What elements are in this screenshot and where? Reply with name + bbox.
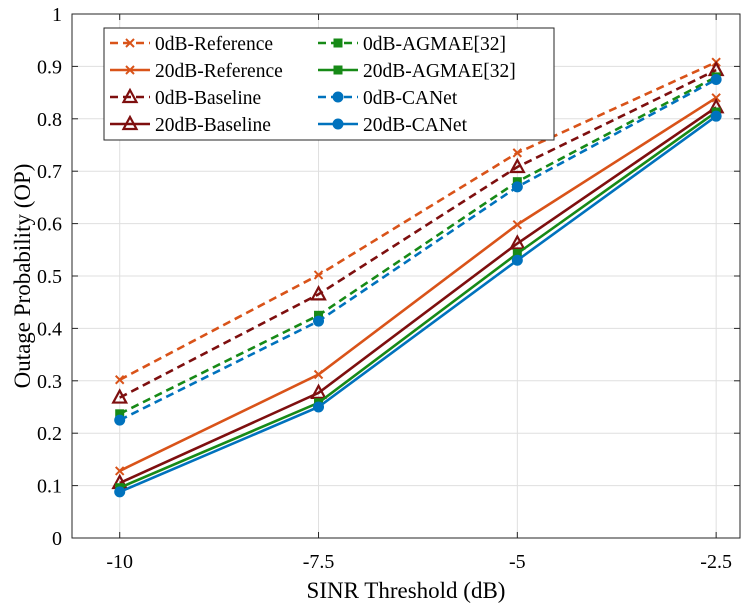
triangle-marker (310, 285, 327, 301)
x-marker (512, 148, 523, 158)
legend-label: 20dB-CANet (363, 115, 468, 136)
x-marker (125, 65, 135, 75)
circle-marker (511, 254, 523, 266)
x-marker-stroke (115, 375, 125, 385)
legend-label: 20dB-Baseline (155, 115, 271, 136)
y-tick-label: 0.9 (37, 56, 62, 78)
legend-item: 0dB-CANet (318, 88, 458, 109)
y-tick-label: 0.2 (37, 423, 62, 445)
legend-item: 20dB-CANet (318, 115, 468, 136)
legend-item: 20dB-Reference (110, 61, 283, 82)
circle-marker (332, 118, 344, 130)
y-tick-label: 0.1 (37, 476, 62, 498)
x-marker-stroke (125, 65, 135, 75)
x-marker-stroke (313, 270, 324, 280)
series-line (119, 115, 717, 494)
x-marker (512, 219, 523, 230)
y-tick-label: 0.4 (37, 318, 62, 340)
plot-series (111, 57, 725, 498)
triangle-marker (310, 383, 327, 399)
x-marker-stroke (115, 466, 125, 476)
x-marker (125, 38, 135, 48)
legend-label: 0dB-AGMAE[32] (363, 34, 506, 55)
triangle-marker (111, 388, 129, 404)
series (115, 93, 721, 476)
series-line (119, 61, 717, 381)
square-marker (333, 38, 343, 48)
triangle-marker (121, 114, 139, 131)
series-line (119, 78, 717, 422)
legend-item: 0dB-Reference (110, 34, 273, 55)
y-tick-label: 0.8 (37, 109, 62, 131)
legend-label: 20dB-Reference (155, 61, 283, 82)
y-tick-label: 1 (52, 4, 62, 26)
x-axis-title: SINR Threshold (dB) (307, 578, 506, 603)
x-marker (313, 369, 324, 380)
legend-label: 0dB-Reference (155, 34, 273, 55)
y-tick-label: 0.3 (37, 371, 62, 393)
series-line (119, 68, 717, 399)
y-tick-label: 0.6 (37, 214, 62, 236)
x-marker (711, 93, 721, 103)
x-marker (115, 375, 125, 385)
circle-marker (313, 401, 325, 413)
legend-item: 20dB-Baseline (110, 114, 271, 136)
x-marker-stroke (512, 219, 523, 230)
x-marker-stroke (711, 93, 721, 103)
series-line (119, 106, 717, 485)
y-tick-label: 0.7 (37, 161, 62, 183)
legend-item: 0dB-Baseline (110, 87, 261, 109)
x-tick-label: -7.5 (303, 551, 335, 573)
series-line (119, 75, 717, 415)
y-tick-label: 0 (52, 528, 62, 550)
legend-box (103, 27, 555, 141)
series (114, 110, 722, 498)
legend-item: 20dB-AGMAE[32] (318, 61, 516, 82)
legend: 0dB-Reference 20dB-Reference 0dB-Baseline 2… (103, 27, 555, 141)
x-tick-label: -10 (106, 551, 133, 573)
x-marker-stroke (313, 369, 324, 380)
axis-ticks: 0 0.1 0.2 0.3 0.4 0.5 0.6 0.7 0.8 0.9 1 -10 -7.5 -5 -2… (37, 4, 740, 573)
x-marker (115, 466, 125, 476)
y-tick-label: 0.5 (37, 266, 62, 288)
legend-item: 0dB-AGMAE[32] (318, 34, 506, 55)
x-marker-stroke (125, 38, 135, 48)
circle-marker (710, 74, 722, 85)
series-line (119, 96, 717, 473)
legend-label: 20dB-AGMAE[32] (363, 61, 516, 82)
x-marker-stroke (512, 148, 523, 158)
x-tick-label: -5 (509, 551, 526, 573)
x-tick-label: -2.5 (700, 551, 732, 573)
x-marker (313, 270, 324, 280)
triangle-marker (121, 87, 139, 104)
circle-marker (114, 486, 126, 498)
circle-marker (511, 181, 523, 193)
legend-label: 0dB-CANet (363, 88, 458, 109)
circle-marker (114, 414, 126, 426)
series-line (119, 110, 717, 489)
circle-marker (710, 110, 722, 122)
triangle-marker (508, 157, 526, 174)
legend-label: 0dB-Baseline (155, 88, 261, 109)
circle-marker (332, 91, 344, 103)
series (114, 74, 722, 426)
y-axis-title: Outage Probability (OP) (10, 164, 35, 389)
triangle-marker (508, 234, 526, 250)
square-marker (333, 65, 343, 75)
series (111, 60, 725, 404)
circle-marker (313, 315, 325, 327)
